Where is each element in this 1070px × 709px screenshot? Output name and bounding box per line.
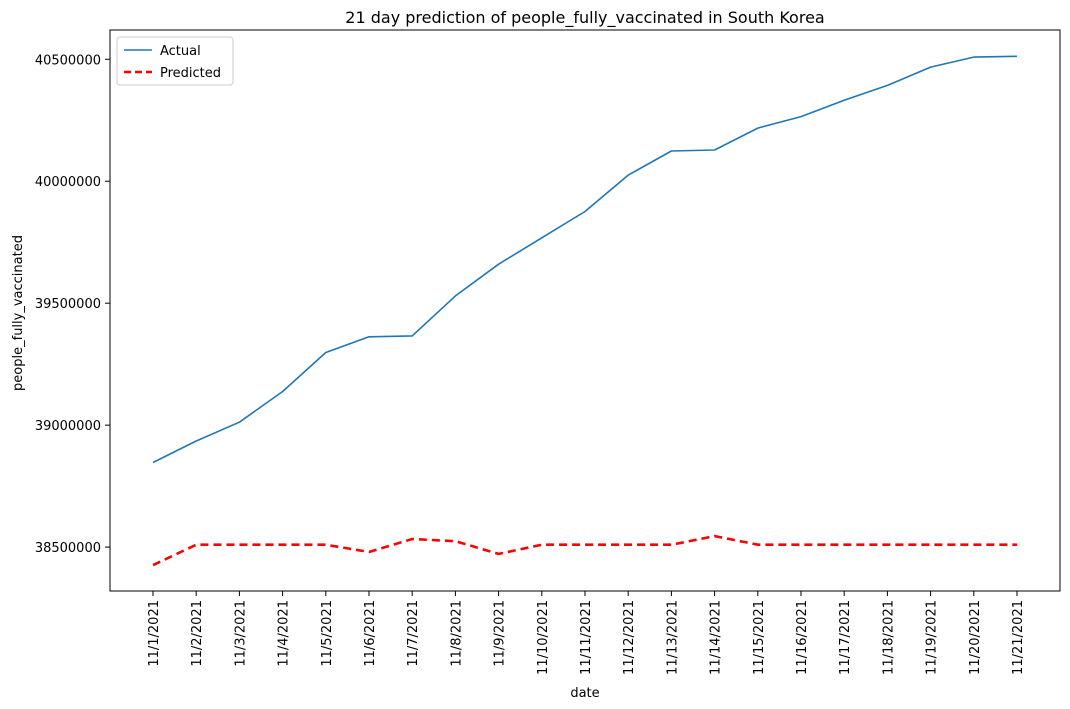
x-tick-label: 11/18/2021 <box>881 600 896 675</box>
x-tick-label: 11/4/2021 <box>277 600 292 667</box>
x-axis: 11/1/2021 11/2/2021 11/3/2021 11/4/2021 11/5… <box>147 591 1026 675</box>
x-tick-label: 11/19/2021 <box>925 600 940 675</box>
x-tick-label: 11/21/2021 <box>1011 600 1026 675</box>
x-tick-label: 11/2/2021 <box>190 600 205 667</box>
x-tick-label: 11/10/2021 <box>536 600 551 675</box>
x-tick-label: 11/6/2021 <box>363 600 378 667</box>
x-tick-label: 11/14/2021 <box>709 600 724 675</box>
x-tick-label: 11/16/2021 <box>795 600 810 675</box>
x-tick-label: 11/13/2021 <box>665 600 680 675</box>
x-tick-label: 11/7/2021 <box>406 600 421 667</box>
y-tick-label: 39000000 <box>35 419 101 434</box>
x-tick-label: 11/11/2021 <box>579 600 594 675</box>
y-axis: 38500000 39000000 39500000 40000000 40500000 <box>35 53 110 556</box>
legend: Actual Predicted <box>116 36 234 86</box>
x-tick-label: 11/5/2021 <box>320 600 335 667</box>
legend-actual-label: Actual <box>160 44 201 59</box>
x-tick-label: 11/9/2021 <box>493 600 508 667</box>
y-tick-label: 40500000 <box>35 53 101 68</box>
x-tick-label: 11/8/2021 <box>449 600 464 667</box>
legend-predicted-label: Predicted <box>160 66 221 81</box>
x-tick-label: 11/17/2021 <box>838 600 853 675</box>
y-tick-label: 38500000 <box>35 541 101 556</box>
x-axis-label: date <box>570 686 599 701</box>
x-tick-label: 11/15/2021 <box>752 600 767 675</box>
y-tick-label: 40000000 <box>35 175 101 190</box>
series-line-predicted <box>152 534 1017 567</box>
x-tick-label: 11/3/2021 <box>233 600 248 667</box>
series-layer <box>152 55 1018 567</box>
chart-title: 21 day prediction of people_fully_vaccin… <box>345 8 824 28</box>
x-tick-label: 11/1/2021 <box>147 600 162 667</box>
y-tick-label: 39500000 <box>35 297 101 312</box>
y-axis-label: people_fully_vaccinated <box>11 235 26 391</box>
x-tick-label: 11/12/2021 <box>622 600 637 675</box>
x-tick-label: 11/20/2021 <box>968 600 983 675</box>
